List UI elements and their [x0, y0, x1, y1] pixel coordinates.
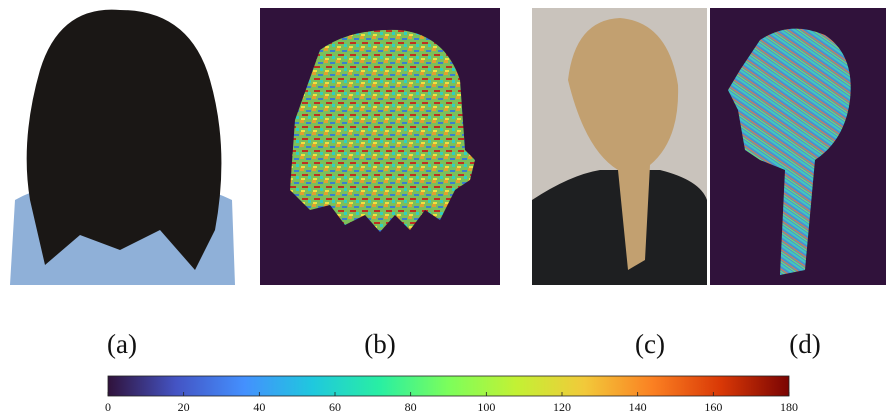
- page: (a) (b) (c) (d) 0 20 40 60 80 100 120 140 160 180…: [0, 0, 886, 418]
- colorbar-tick-label: 120: [553, 400, 571, 414]
- panel-label: (b): [364, 329, 395, 359]
- colorbar-tick-label: 80: [405, 400, 417, 414]
- colorbar-tick-label: 0: [105, 400, 111, 414]
- panel-label: (d): [789, 329, 820, 359]
- orientation-map-b: [260, 8, 500, 285]
- colorbar-tick-label: 140: [629, 400, 647, 414]
- colorbar-tick-label: 60: [329, 400, 341, 414]
- figure: (a) (b) (c) (d) 0 20 40 60 80 100 120 140 160 180: [0, 0, 886, 418]
- panel-label: (a): [107, 329, 137, 359]
- colorbar-tick-label: 160: [704, 400, 722, 414]
- colorbar-tick-label: 100: [477, 400, 495, 414]
- colorbar-tick-label: 180: [780, 400, 798, 414]
- photo-a: [0, 5, 235, 285]
- orientation-map-d: [710, 8, 886, 285]
- colorbar-tick-label: 40: [253, 400, 265, 414]
- colorbar-tick-label: 20: [178, 400, 190, 414]
- colorbar: [108, 376, 789, 396]
- panel-label: (c): [635, 329, 665, 359]
- photo-c: [532, 8, 707, 285]
